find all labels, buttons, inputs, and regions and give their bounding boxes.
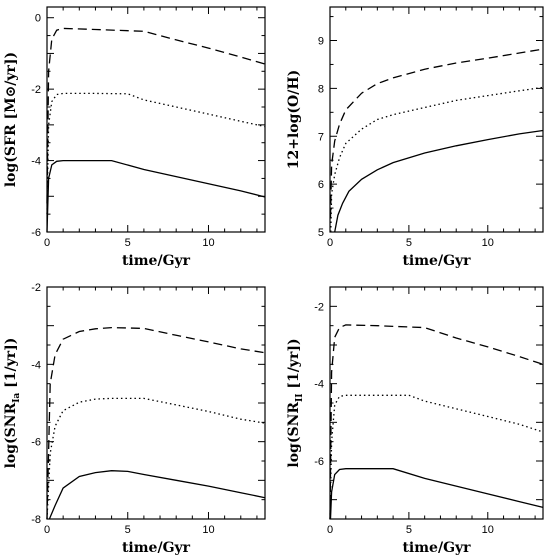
x-axis-label: time/Gyr [122,540,191,556]
plot-frame [329,6,544,233]
x-tick-label: 5 [406,524,412,536]
panel-4: 0 5 10 -6 -4 -2 time/Gyr log(SNRII [1/yr]) [286,286,544,556]
series-line-dashed [329,324,544,520]
series-line-solid [334,129,544,233]
y-axis-label-end: [1/yr]) [3,338,19,393]
x-tick-label: 10 [482,237,494,249]
y-axis-label-main: log(SNR [286,402,302,468]
y-tick-label: -2 [31,84,41,96]
y-tick-label: -8 [31,514,41,526]
y-tick-label: -6 [314,456,324,468]
x-axis-label: time/Gyr [122,253,191,269]
series-line-dotted [330,86,544,233]
x-tick-label: 0 [327,237,333,249]
series-line-dotted [329,394,544,520]
x-tick-label: 10 [202,237,214,249]
series-line-solid [329,468,544,520]
y-tick-label: 8 [318,83,324,95]
plot-frame [46,6,266,233]
y-axis-label-subscript: Ia [12,393,22,403]
y-axis-label: log(SNRII [1/yr]) [286,338,305,467]
series-line-dashed [329,48,544,218]
y-axis-label-main: 12+log(O/H) [286,70,302,169]
series-line-dotted [46,92,266,215]
x-tick-label: 0 [44,524,50,536]
y-axis-label-main: log(SNR [3,402,19,468]
y-tick-label: -4 [31,156,41,168]
x-tick-label: 5 [125,237,131,249]
panel-3: 0 5 10 -8 -6 -4 -2 time/Gyr log(SNRIa [1/yr]) [3,282,266,556]
y-axis-label-subscript: II [295,394,305,402]
y-tick-label: -6 [31,227,41,239]
x-tick-label: 0 [327,524,333,536]
y-tick-label: -2 [31,282,41,294]
y-tick-label: 9 [318,36,324,48]
y-axis-label-main: log(SFR [M⊙/yr]) [3,52,19,187]
y-tick-label: 7 [318,131,324,143]
y-tick-label: -4 [314,379,324,391]
y-tick-label: 0 [35,13,41,25]
x-tick-label: 10 [202,524,214,536]
y-axis-label: 12+log(O/H) [286,70,302,169]
x-tick-label: 0 [44,237,50,249]
plot-frame [329,286,544,520]
series-line-solid [48,470,266,520]
y-tick-label: 6 [318,179,324,191]
series-line-dashed [46,326,266,520]
series-line-solid [46,159,266,233]
y-tick-label: -4 [31,359,41,371]
y-axis-label-end: [1/yr]) [286,338,302,393]
x-axis-label: time/Gyr [402,253,471,269]
series-line-dotted [46,397,266,520]
x-tick-label: 5 [125,524,131,536]
panel-1: 0 5 10 -6 -4 -2 0 time/Gyr log(SFR [M⊙/yr]) [3,6,266,269]
y-axis-label: log(SFR [M⊙/yr]) [3,52,19,187]
y-tick-label: -2 [314,301,324,313]
x-axis-label: time/Gyr [402,540,471,556]
y-axis-label: log(SNRIa [1/yr]) [3,338,22,469]
y-tick-label: -6 [31,437,41,449]
x-tick-label: 5 [406,237,412,249]
x-tick-label: 10 [482,524,494,536]
plot-frame [46,286,266,520]
y-tick-label: 5 [318,227,324,239]
series-line-dashed [46,27,266,204]
